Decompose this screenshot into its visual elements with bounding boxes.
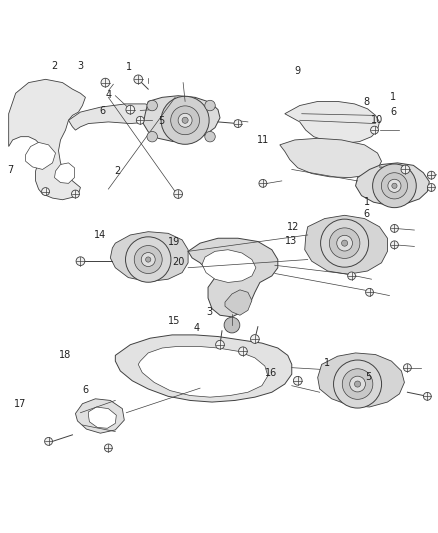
Circle shape — [134, 246, 162, 273]
Circle shape — [234, 119, 242, 127]
Circle shape — [293, 376, 302, 385]
Circle shape — [337, 235, 353, 251]
Circle shape — [104, 444, 112, 452]
Circle shape — [342, 369, 373, 399]
Text: 1: 1 — [127, 61, 133, 71]
Text: 1: 1 — [390, 92, 396, 102]
Polygon shape — [225, 290, 252, 315]
Text: 3: 3 — [206, 308, 212, 317]
Text: 14: 14 — [94, 230, 106, 240]
Circle shape — [178, 114, 192, 127]
Circle shape — [329, 228, 360, 259]
Circle shape — [424, 392, 431, 400]
Polygon shape — [110, 232, 188, 281]
Circle shape — [388, 179, 401, 192]
Text: 5: 5 — [365, 372, 371, 382]
Text: 10: 10 — [371, 115, 383, 125]
Circle shape — [174, 190, 183, 198]
Circle shape — [366, 288, 374, 296]
Polygon shape — [88, 407, 117, 429]
Circle shape — [182, 117, 188, 123]
Text: 6: 6 — [391, 107, 397, 117]
Circle shape — [205, 132, 215, 142]
Polygon shape — [54, 163, 74, 183]
Text: 13: 13 — [285, 236, 297, 246]
Circle shape — [136, 116, 144, 124]
Polygon shape — [356, 163, 429, 206]
Polygon shape — [9, 79, 85, 200]
Circle shape — [373, 164, 416, 208]
Circle shape — [45, 438, 53, 445]
Circle shape — [251, 335, 259, 343]
Circle shape — [141, 253, 155, 266]
Circle shape — [342, 240, 348, 246]
Circle shape — [147, 100, 157, 111]
Polygon shape — [68, 104, 162, 130]
Text: 9: 9 — [294, 66, 300, 76]
Text: 12: 12 — [287, 222, 300, 232]
Circle shape — [401, 165, 410, 174]
Text: 11: 11 — [257, 135, 269, 145]
Polygon shape — [143, 96, 220, 142]
Text: 19: 19 — [168, 238, 180, 247]
Text: 20: 20 — [173, 257, 185, 267]
Circle shape — [321, 219, 369, 267]
Polygon shape — [318, 353, 404, 407]
Text: 4: 4 — [106, 91, 112, 100]
Text: 16: 16 — [265, 368, 278, 378]
Text: 1: 1 — [324, 358, 330, 368]
Circle shape — [215, 341, 224, 349]
Polygon shape — [202, 249, 256, 282]
Text: 8: 8 — [364, 98, 370, 107]
Text: 6: 6 — [83, 385, 89, 394]
Text: 6: 6 — [364, 209, 370, 219]
Circle shape — [371, 126, 378, 134]
Circle shape — [161, 96, 209, 144]
Text: 2: 2 — [115, 166, 121, 176]
Text: 18: 18 — [59, 350, 71, 360]
Circle shape — [392, 183, 397, 189]
Circle shape — [145, 257, 151, 262]
Circle shape — [403, 364, 411, 372]
Text: 5: 5 — [158, 116, 165, 126]
Text: 1: 1 — [364, 197, 370, 207]
Polygon shape — [285, 101, 379, 143]
Circle shape — [350, 376, 365, 392]
Circle shape — [391, 241, 399, 249]
Text: 2: 2 — [51, 61, 57, 71]
Circle shape — [101, 78, 110, 87]
Circle shape — [348, 272, 356, 280]
Circle shape — [334, 360, 381, 408]
Circle shape — [239, 347, 247, 356]
Text: 3: 3 — [78, 61, 84, 71]
Text: 17: 17 — [14, 399, 27, 409]
Circle shape — [427, 171, 435, 179]
Circle shape — [71, 190, 79, 198]
Text: 4: 4 — [193, 324, 199, 334]
Polygon shape — [280, 138, 381, 177]
Circle shape — [76, 257, 85, 265]
Circle shape — [381, 173, 407, 199]
Text: 6: 6 — [99, 106, 106, 116]
Circle shape — [171, 106, 200, 135]
Text: 15: 15 — [168, 316, 180, 326]
Circle shape — [224, 317, 240, 333]
Text: 7: 7 — [7, 165, 14, 175]
Circle shape — [259, 180, 267, 187]
Circle shape — [205, 100, 215, 111]
Polygon shape — [115, 335, 292, 402]
Circle shape — [354, 381, 360, 387]
Circle shape — [126, 105, 134, 114]
Circle shape — [391, 224, 399, 232]
Polygon shape — [188, 238, 278, 317]
Circle shape — [147, 132, 157, 142]
Polygon shape — [75, 399, 124, 433]
Circle shape — [126, 237, 171, 282]
Polygon shape — [25, 142, 56, 169]
Circle shape — [42, 188, 49, 196]
Polygon shape — [138, 346, 268, 397]
Circle shape — [427, 183, 435, 191]
Circle shape — [134, 75, 143, 84]
Polygon shape — [305, 215, 388, 274]
